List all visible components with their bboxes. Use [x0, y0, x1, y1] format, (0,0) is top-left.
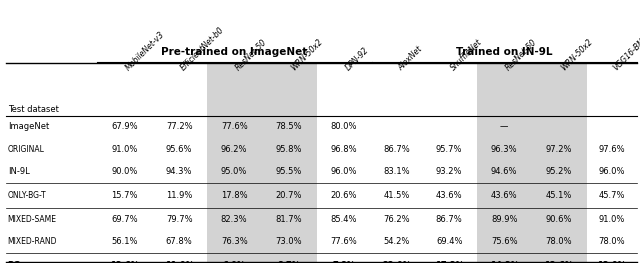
Text: 96.8%: 96.8% [331, 145, 357, 154]
Text: 12.6%: 12.6% [545, 261, 573, 263]
Text: 69.7%: 69.7% [111, 215, 138, 224]
Text: 15.7%: 15.7% [111, 191, 138, 200]
Text: 17.3%: 17.3% [435, 261, 464, 263]
Text: 41.5%: 41.5% [383, 191, 410, 200]
Text: 11.9%: 11.9% [166, 191, 193, 200]
Text: IN-9L: IN-9L [8, 167, 29, 176]
Text: MIXED-SAME: MIXED-SAME [8, 215, 57, 224]
Text: 95.7%: 95.7% [436, 145, 463, 154]
Text: 83.1%: 83.1% [383, 167, 410, 176]
Text: 86.7%: 86.7% [383, 145, 410, 154]
Text: MIXED-RAND: MIXED-RAND [8, 237, 57, 246]
Bar [262, 63, 317, 262]
Text: 7.8%: 7.8% [333, 261, 356, 263]
Bar [532, 63, 586, 262]
Text: 13.6%: 13.6% [109, 261, 139, 263]
Text: 95.5%: 95.5% [276, 167, 302, 176]
Text: 96.0%: 96.0% [331, 167, 357, 176]
Text: 81.7%: 81.7% [276, 215, 303, 224]
Text: 82.3%: 82.3% [221, 215, 248, 224]
Text: 78.0%: 78.0% [598, 237, 625, 246]
Text: 45.1%: 45.1% [546, 191, 572, 200]
Text: Trained on IN-9L: Trained on IN-9L [456, 47, 552, 57]
Text: 56.1%: 56.1% [111, 237, 138, 246]
Text: Test dataset: Test dataset [8, 105, 58, 114]
Text: ShuffleNet: ShuffleNet [449, 37, 484, 72]
Text: VGG16-BN: VGG16-BN [612, 37, 640, 72]
Text: 45.7%: 45.7% [598, 191, 625, 200]
Text: 94.6%: 94.6% [491, 167, 517, 176]
Text: 95.8%: 95.8% [276, 145, 302, 154]
Text: 8.7%: 8.7% [278, 261, 301, 263]
Text: 94.3%: 94.3% [166, 167, 193, 176]
Text: 11.9%: 11.9% [164, 261, 194, 263]
Text: 96.2%: 96.2% [221, 145, 248, 154]
Text: 91.0%: 91.0% [111, 145, 138, 154]
Text: 77.6%: 77.6% [331, 237, 357, 246]
Text: 76.2%: 76.2% [383, 215, 410, 224]
Text: 80.0%: 80.0% [331, 122, 357, 131]
Text: 95.6%: 95.6% [166, 145, 193, 154]
Text: 93.2%: 93.2% [436, 167, 463, 176]
Text: 85.4%: 85.4% [331, 215, 357, 224]
Text: 86.7%: 86.7% [436, 215, 463, 224]
Text: 77.2%: 77.2% [166, 122, 193, 131]
Text: ImageNet: ImageNet [8, 122, 49, 131]
Text: MobileNet-v3: MobileNet-v3 [124, 29, 167, 72]
Text: AlexNet: AlexNet [397, 44, 424, 72]
Text: 96.3%: 96.3% [491, 145, 518, 154]
Text: 90.6%: 90.6% [546, 215, 572, 224]
Text: WRN-50x2: WRN-50x2 [559, 37, 595, 72]
Text: ONLY-BG-T: ONLY-BG-T [8, 191, 46, 200]
Text: 89.9%: 89.9% [491, 215, 517, 224]
Text: 67.8%: 67.8% [166, 237, 193, 246]
Text: WRN-50x2: WRN-50x2 [289, 37, 324, 72]
Text: 13.0%: 13.0% [597, 261, 626, 263]
Text: 20.6%: 20.6% [331, 191, 357, 200]
Text: 43.6%: 43.6% [436, 191, 463, 200]
Text: 95.0%: 95.0% [221, 167, 248, 176]
Bar [477, 63, 532, 262]
Text: 6.0%: 6.0% [223, 261, 246, 263]
Text: ORIGINAL: ORIGINAL [8, 145, 45, 154]
Text: 90.0%: 90.0% [111, 167, 138, 176]
Text: 97.6%: 97.6% [598, 145, 625, 154]
Text: 95.2%: 95.2% [546, 167, 572, 176]
Text: 54.2%: 54.2% [383, 237, 410, 246]
Text: 96.0%: 96.0% [598, 167, 625, 176]
Text: 79.7%: 79.7% [166, 215, 193, 224]
Text: 91.0%: 91.0% [598, 215, 625, 224]
Text: 75.6%: 75.6% [491, 237, 518, 246]
Text: 78.5%: 78.5% [276, 122, 303, 131]
Text: ResNet-50: ResNet-50 [234, 37, 269, 72]
Text: BG-gap: BG-gap [8, 261, 42, 263]
Text: 22.0%: 22.0% [382, 261, 411, 263]
Text: 78.0%: 78.0% [546, 237, 572, 246]
Text: 17.8%: 17.8% [221, 191, 248, 200]
Text: Pre-trained on ImageNet: Pre-trained on ImageNet [161, 47, 307, 57]
Text: 73.0%: 73.0% [276, 237, 303, 246]
Text: EfficientNet-b0: EfficientNet-b0 [179, 25, 227, 72]
Text: 97.2%: 97.2% [546, 145, 572, 154]
Text: 69.4%: 69.4% [436, 237, 463, 246]
Text: 43.6%: 43.6% [491, 191, 518, 200]
Text: 77.6%: 77.6% [221, 122, 248, 131]
Bar [207, 63, 262, 262]
Text: 67.9%: 67.9% [111, 122, 138, 131]
Text: —: — [500, 122, 508, 131]
Text: ResNet-50: ResNet-50 [504, 37, 539, 72]
Text: 14.3%: 14.3% [490, 261, 518, 263]
Text: DPN-92: DPN-92 [344, 45, 371, 72]
Text: 20.7%: 20.7% [276, 191, 302, 200]
Text: 76.3%: 76.3% [221, 237, 248, 246]
